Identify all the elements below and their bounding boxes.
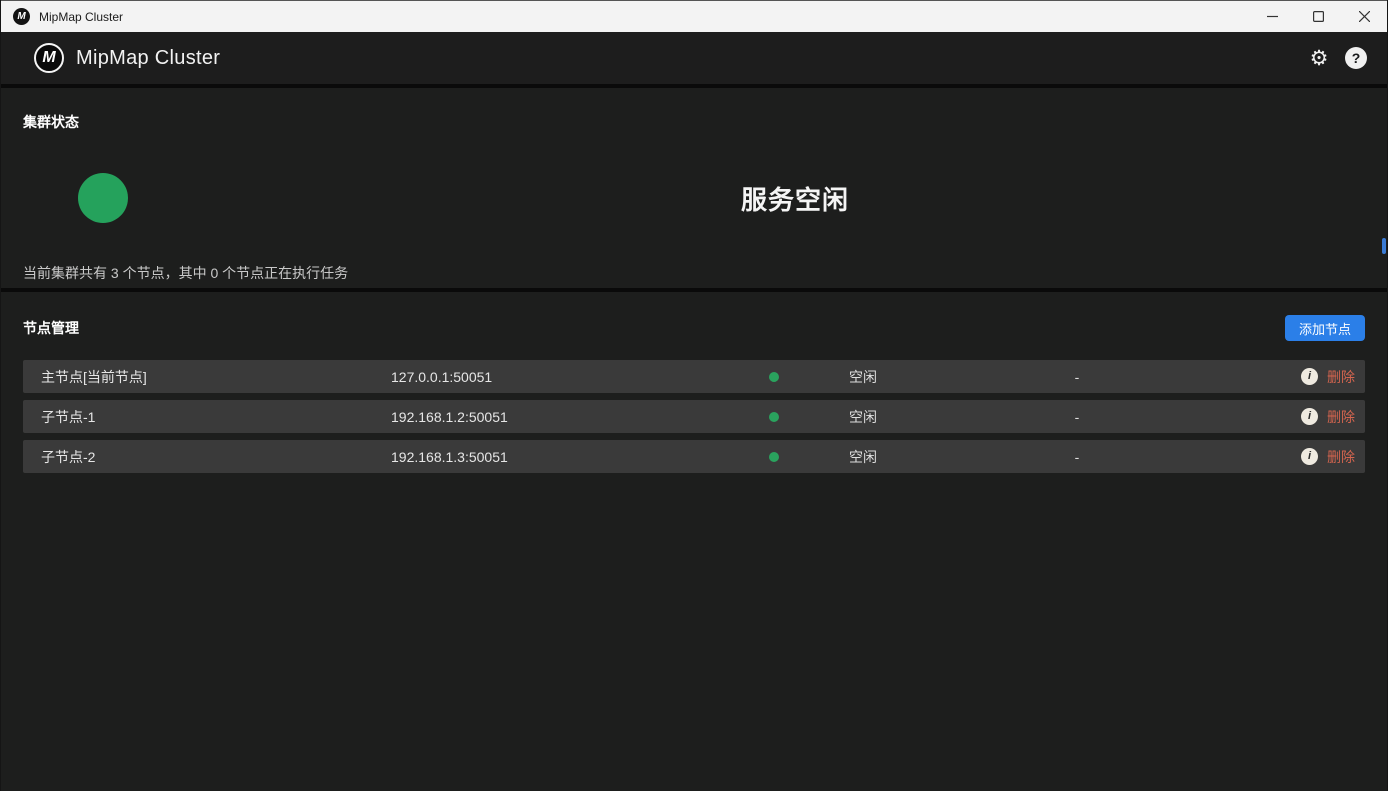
service-status-text: 服务空闲	[740, 184, 849, 215]
node-name: 子节点-1	[41, 408, 96, 425]
app-title: MipMap Cluster	[76, 46, 221, 69]
node-address: 127.0.0.1:50051	[391, 368, 493, 385]
header-divider	[1, 84, 1387, 88]
window-controls	[1249, 1, 1387, 32]
maximize-button[interactable]	[1295, 1, 1341, 32]
close-icon	[1358, 11, 1370, 22]
node-name: 子节点-2	[41, 448, 96, 465]
settings-button[interactable]: ⚙	[1306, 45, 1332, 71]
gear-icon: ⚙	[1309, 45, 1329, 70]
delete-node-link[interactable]: 删除	[1327, 368, 1355, 385]
info-icon[interactable]: i	[1301, 408, 1318, 425]
maximize-icon	[1312, 11, 1324, 22]
status-indicator-circle	[78, 173, 128, 223]
logo-letter: M	[42, 49, 56, 66]
node-management-section: 节点管理 添加节点 主节点[当前节点] 127.0.0.1:50051 空闲 -…	[1, 292, 1387, 791]
info-icon[interactable]: i	[1301, 368, 1318, 385]
cluster-summary-text: 当前集群共有 3 个节点，其中 0 个节点正在执行任务	[23, 265, 349, 281]
table-row-child-node-1: 子节点-1 192.168.1.2:50051 空闲 - i 删除	[23, 400, 1365, 433]
node-task: -	[1074, 408, 1080, 425]
node-actions: i 删除	[1245, 407, 1365, 427]
cluster-status-row: 服务空闲	[23, 173, 1365, 223]
delete-node-link[interactable]: 删除	[1327, 408, 1355, 425]
app-logo-icon: M	[34, 43, 64, 73]
node-management-title: 节点管理	[23, 320, 79, 336]
help-button[interactable]: ?	[1345, 47, 1367, 69]
help-icon: ?	[1351, 50, 1361, 66]
table-row-child-node-2: 子节点-2 192.168.1.3:50051 空闲 - i 删除	[23, 440, 1365, 473]
delete-node-link[interactable]: 删除	[1327, 448, 1355, 465]
app-icon[interactable]: M	[13, 8, 30, 25]
minimize-icon	[1266, 15, 1278, 18]
titlebar: M MipMap Cluster	[1, 0, 1387, 32]
node-management-header: 节点管理 添加节点	[23, 315, 1365, 341]
node-task: -	[1074, 448, 1080, 465]
cluster-status-title: 集群状态	[23, 114, 79, 130]
node-name: 主节点[当前节点]	[41, 368, 147, 385]
cluster-status-section: 集群状态 服务空闲 当前集群共有 3 个节点，其中 0 个节点正在执行任务	[1, 88, 1387, 288]
info-icon-glyph: i	[1307, 450, 1312, 462]
close-button[interactable]	[1341, 1, 1387, 32]
node-actions: i 删除	[1245, 447, 1365, 467]
status-dot-icon	[769, 411, 779, 422]
info-icon[interactable]: i	[1301, 448, 1318, 465]
node-table: 主节点[当前节点] 127.0.0.1:50051 空闲 - i 删除 子节点-…	[23, 360, 1365, 473]
status-dot-icon	[769, 451, 779, 462]
node-status-text: 空闲	[849, 408, 877, 425]
node-status-text: 空闲	[849, 368, 877, 385]
header-actions: ⚙ ?	[1306, 45, 1367, 71]
node-status-cell	[731, 451, 817, 462]
section-divider	[1, 288, 1387, 292]
scrollbar-thumb[interactable]	[1382, 238, 1386, 254]
node-status-cell	[731, 411, 817, 422]
info-icon-glyph: i	[1307, 370, 1312, 382]
app-icon-letter: M	[17, 10, 26, 22]
node-task: -	[1074, 368, 1080, 385]
table-row-master-node: 主节点[当前节点] 127.0.0.1:50051 空闲 - i 删除	[23, 360, 1365, 393]
info-icon-glyph: i	[1307, 410, 1312, 422]
node-status-cell	[731, 371, 817, 382]
node-address: 192.168.1.2:50051	[391, 408, 508, 425]
node-actions: i 删除	[1245, 367, 1365, 387]
node-address: 192.168.1.3:50051	[391, 448, 508, 465]
app-header: M MipMap Cluster ⚙ ?	[1, 32, 1387, 84]
status-dot-icon	[769, 371, 779, 382]
node-status-text: 空闲	[849, 448, 877, 465]
minimize-button[interactable]	[1249, 1, 1295, 32]
window-title: MipMap Cluster	[39, 9, 124, 24]
add-node-button[interactable]: 添加节点	[1284, 315, 1365, 341]
